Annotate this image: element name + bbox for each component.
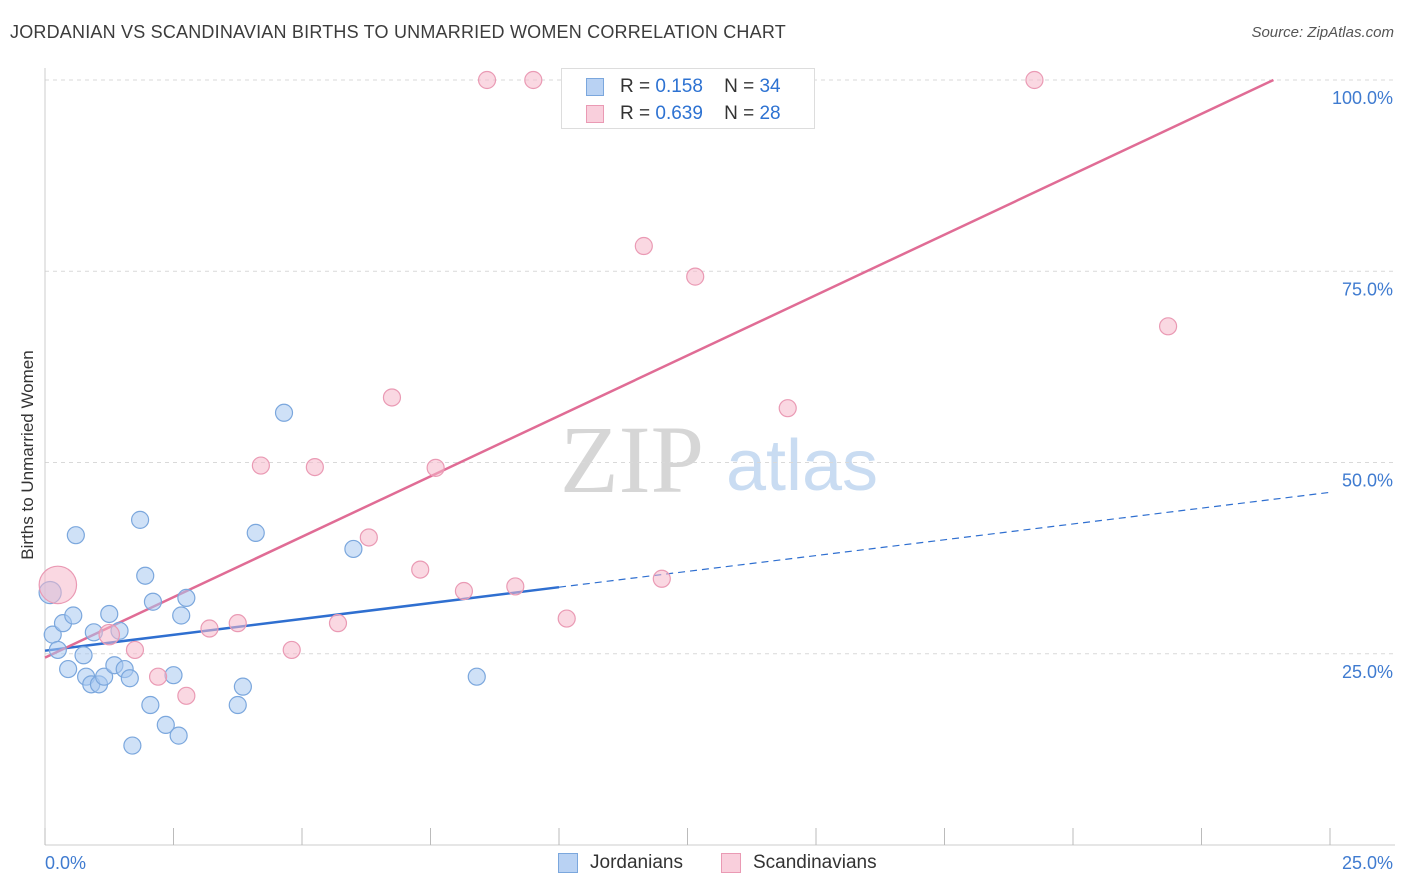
jordanian-point (172, 606, 191, 625)
scandinavian-point (1025, 70, 1044, 90)
scandinavian-point (125, 640, 145, 660)
scandinavian-point (177, 686, 196, 705)
legend-label-scandinavians: Scandinavians (753, 852, 877, 873)
scandinavian-point (305, 457, 324, 477)
source-credit: Source: ZipAtlas.com (1251, 24, 1394, 41)
scandinavian-point (506, 577, 525, 596)
scandinavian-point (228, 614, 247, 633)
scandinavian-point (411, 560, 430, 579)
scandinavian-point (1158, 317, 1178, 336)
jordanian-point (120, 669, 139, 688)
legend-swatch-pink (586, 105, 604, 123)
series-legend: Jordanians Scandinavians (0, 852, 1406, 878)
scandinavian-point (282, 640, 301, 660)
scandinavian-point (359, 528, 378, 547)
jordanian-point (130, 510, 150, 529)
scandinavian-point (426, 458, 445, 477)
jordanian-point (48, 640, 67, 660)
scandinavian-point (778, 399, 797, 418)
jordanian-point (228, 695, 247, 715)
jordanian-point (64, 606, 83, 625)
jordanian-point (169, 726, 188, 745)
x-tick-label-min: 0.0% (45, 853, 86, 873)
jordanian-point (100, 604, 119, 624)
scandinavian-point (652, 569, 671, 588)
legend-label-jordanians: Jordanians (590, 852, 683, 873)
jordanian-point (164, 666, 183, 685)
chart-title: JORDANIAN VS SCANDINAVIAN BIRTHS TO UNMA… (10, 22, 786, 42)
legend-swatch-blue (558, 853, 578, 873)
scandinavian-trend-line (44, 78, 1274, 659)
jordanian-point (246, 523, 265, 542)
legend-stats-text: R = 0.639 N = 28 (620, 103, 781, 124)
scandinavian-point (251, 456, 270, 475)
scandinavian-point (38, 565, 78, 605)
n-value-jordanians: 34 (759, 76, 781, 97)
scandinavian-point (148, 667, 168, 686)
jordanian-point (59, 659, 78, 679)
jordanian-point (156, 715, 175, 734)
scandinavian-point (328, 614, 348, 633)
y-tick-label: 50.0% (1342, 471, 1393, 491)
legend-swatch-blue (586, 78, 604, 96)
watermark-atlas: atlas (726, 426, 878, 506)
x-tick-label-max: 25.0% (1342, 853, 1393, 873)
y-tick-label: 100.0% (1332, 88, 1393, 108)
r-value-scandinavians: 0.639 (655, 103, 703, 124)
scandinavian-point (98, 623, 121, 646)
jordanian-trend-line (44, 585, 560, 652)
jordanian-point (177, 588, 196, 608)
y-tick-label: 75.0% (1342, 279, 1393, 299)
jordanian-point (74, 646, 93, 665)
scandinavian-point (686, 267, 705, 286)
watermark-zip: ZIP (560, 406, 704, 513)
jordanian-point (467, 667, 486, 686)
legend-stats-text: R = 0.158 N = 34 (620, 76, 781, 97)
scandinavian-point (200, 619, 219, 638)
jordanian-point (95, 667, 114, 686)
jordanian-point (344, 539, 363, 559)
n-value-scandinavians: 28 (759, 103, 781, 124)
jordanian-point (274, 403, 294, 422)
stats-legend: R = 0.158 N = 34 R = 0.639 N = 28 (561, 68, 815, 129)
scandinavian-point (634, 236, 653, 256)
jordanian-point (136, 566, 155, 585)
scandinavian-point (557, 609, 576, 628)
legend-swatch-pink (721, 853, 741, 873)
scandinavian-point (454, 581, 474, 601)
scandinavian-point (477, 70, 497, 90)
jordanian-point (233, 677, 252, 696)
scandinavian-point (524, 70, 543, 90)
jordanian-point (66, 526, 85, 545)
jordanian-point (143, 592, 163, 611)
r-value-jordanians: 0.158 (655, 76, 703, 97)
scandinavian-point (382, 388, 402, 407)
jordanian-point (123, 736, 142, 755)
y-tick-label: 25.0% (1342, 662, 1393, 682)
jordanian-point (141, 695, 160, 715)
jordanian-trend-extension (558, 491, 1331, 588)
